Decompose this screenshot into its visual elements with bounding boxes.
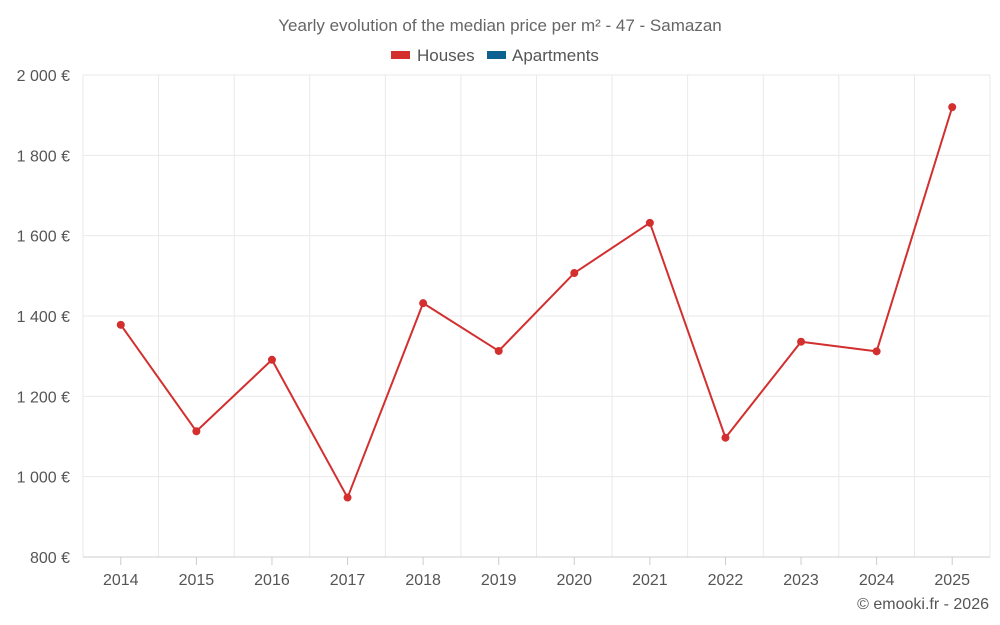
legend-swatch-apartments xyxy=(487,51,506,59)
y-tick-label: 1 400 € xyxy=(17,309,70,326)
legend-item-houses[interactable]: Houses xyxy=(391,46,475,65)
x-tick-label: 2025 xyxy=(934,572,970,589)
x-tick-label: 2024 xyxy=(859,572,895,589)
data-point[interactable] xyxy=(721,433,730,442)
y-tick-label: 1 200 € xyxy=(17,389,70,406)
x-tick-label: 2021 xyxy=(632,572,668,589)
chart-title: Yearly evolution of the median price per… xyxy=(278,16,722,35)
x-tick-label: 2014 xyxy=(103,572,139,589)
x-tick-label: 2023 xyxy=(783,572,819,589)
x-axis: 2014 2015 2016 2017 2018 2019 2020 2021 2022 2023… xyxy=(83,556,990,589)
x-tick-label: 2016 xyxy=(254,572,290,589)
data-point[interactable] xyxy=(267,355,276,364)
plot-area xyxy=(116,103,957,502)
x-tick-label: 2018 xyxy=(405,572,441,589)
data-point[interactable] xyxy=(116,320,125,329)
y-tick-label: 2 000 € xyxy=(17,68,70,85)
grid xyxy=(82,74,991,557)
y-tick-label: 1 000 € xyxy=(17,470,70,487)
legend-label-apartments: Apartments xyxy=(512,46,599,65)
x-tick-label: 2022 xyxy=(708,572,744,589)
credit-text: © emooki.fr - 2026 xyxy=(857,596,989,613)
x-tick-label: 2019 xyxy=(481,572,517,589)
data-point[interactable] xyxy=(419,299,428,308)
data-point[interactable] xyxy=(570,269,579,278)
data-point[interactable] xyxy=(948,103,957,112)
legend-label-houses: Houses xyxy=(417,46,475,65)
legend: Houses Apartments xyxy=(391,46,599,65)
y-axis: 800 € 1 000 € 1 200 € 1 400 € 1 600 € 1 800 €… xyxy=(17,68,70,567)
data-point[interactable] xyxy=(872,347,881,356)
data-point[interactable] xyxy=(494,346,503,355)
data-point[interactable] xyxy=(645,218,654,227)
series-line-houses xyxy=(119,106,954,499)
y-tick-label: 800 € xyxy=(30,550,70,567)
legend-swatch-houses xyxy=(391,51,410,59)
data-point[interactable] xyxy=(343,493,352,502)
x-tick-label: 2015 xyxy=(179,572,215,589)
legend-item-apartments[interactable]: Apartments xyxy=(487,46,599,65)
data-point[interactable] xyxy=(192,427,201,436)
x-tick-label: 2020 xyxy=(556,572,592,589)
y-tick-label: 1 600 € xyxy=(17,229,70,246)
y-tick-label: 1 800 € xyxy=(17,148,70,165)
data-point[interactable] xyxy=(797,337,806,346)
x-tick-label: 2017 xyxy=(330,572,366,589)
